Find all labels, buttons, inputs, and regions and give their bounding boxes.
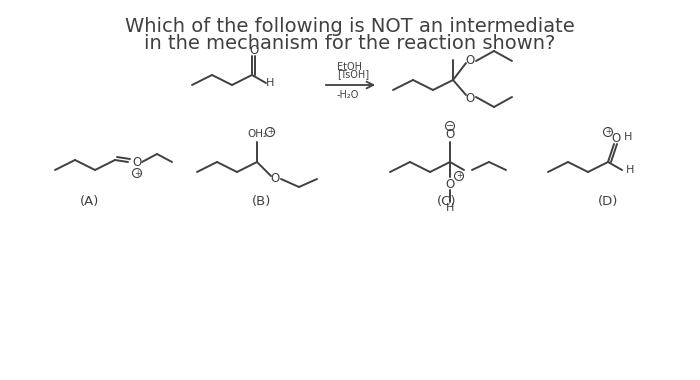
Text: O: O [132, 155, 141, 168]
Text: O: O [466, 92, 475, 105]
Text: O: O [249, 44, 258, 57]
Text: O: O [445, 128, 454, 141]
Text: O: O [445, 177, 454, 190]
Text: H: H [624, 132, 632, 142]
Text: (B): (B) [252, 195, 272, 209]
Text: H: H [266, 78, 274, 88]
Text: (C): (C) [438, 195, 456, 209]
Text: in the mechanism for the reaction shown?: in the mechanism for the reaction shown? [144, 34, 556, 53]
Text: Which of the following is NOT an intermediate: Which of the following is NOT an interme… [125, 17, 575, 36]
Text: −: − [446, 121, 454, 131]
Text: +: + [456, 171, 462, 180]
Text: (A): (A) [80, 195, 99, 209]
Text: O: O [270, 171, 279, 185]
Text: O: O [466, 54, 475, 66]
Text: +: + [134, 168, 140, 177]
Text: H: H [626, 165, 634, 175]
Text: +: + [267, 128, 273, 136]
Text: [TsOH]: [TsOH] [337, 69, 369, 79]
Text: O: O [611, 131, 621, 144]
Text: +: + [605, 128, 611, 136]
Text: -H₂O: -H₂O [337, 90, 359, 100]
Text: (D): (D) [598, 195, 618, 209]
Text: OH₂: OH₂ [247, 129, 267, 139]
Text: EtOH: EtOH [337, 62, 362, 72]
Text: H: H [446, 203, 454, 213]
